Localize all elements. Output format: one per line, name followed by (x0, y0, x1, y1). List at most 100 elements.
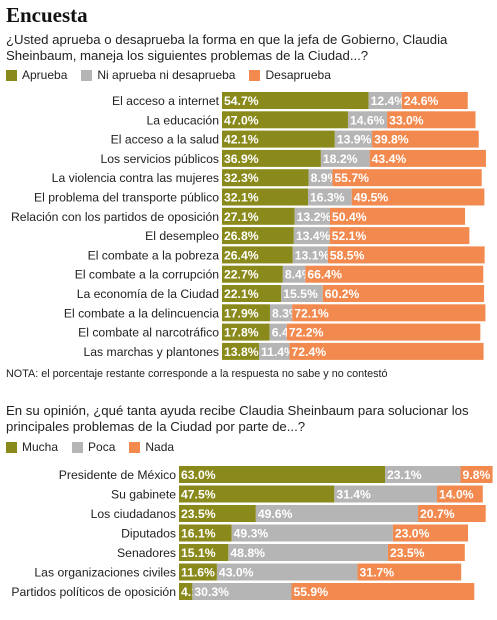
bar-poca-partidos-politicos-de-oposicion (192, 583, 292, 600)
bar-desaprueba-el-acceso-a-internet (401, 92, 468, 109)
category-label-el-desempleo: El desempleo (145, 229, 219, 243)
bar-aprueba-el-desempleo (222, 227, 294, 245)
legend-label-desaprueba: Desaprueba (265, 68, 331, 82)
bar-nada-diputados (392, 524, 469, 542)
bar-poca-las-organizaciones-civiles (216, 563, 358, 581)
category-label-presidente-de-mexico: Presidente de México (59, 468, 176, 482)
bar-aprueba-el-acceso-a-la-salud (222, 130, 335, 148)
data-label-nada-senadores: 23.5% (390, 546, 425, 560)
approval-chart: El acceso a internet 54.7% 12.4%24.6% La ed… (11, 92, 486, 360)
bar-ni-aprueba-ni-desaprueba-las-marchas-y-plantones (258, 342, 290, 360)
data-label-ni-aprueba-ni-desaprueba-el-desempleo: 13.4% (296, 229, 331, 243)
question-2: En su opinión, ¿qué tanta ayuda recibe C… (6, 403, 469, 434)
data-label-aprueba-el-combate-a-la-corrupcion: 22.7% (224, 268, 259, 282)
category-label-partidos-politicos-de-oposicion: Partidos políticos de oposición (11, 585, 176, 599)
bar-desaprueba-relacion-con-los-partidos-de-oposicion (330, 207, 466, 225)
bar-desaprueba-los-servicios-publicos (369, 149, 486, 167)
data-label-aprueba-la-educacion: 47.0% (224, 113, 259, 127)
bar-nada-presidente-de-mexico (460, 466, 493, 483)
legend-2: Mucha Poca Nada (6, 440, 188, 454)
legend-swatch-desaprueba (249, 69, 261, 81)
footnote: NOTA: el porcentaje restante corresponde… (6, 368, 388, 380)
bar-ni-aprueba-ni-desaprueba-relacion-con-los-partidos-de-oposicion (294, 207, 331, 225)
legend-label-aprueba: Aprueba (22, 68, 68, 82)
data-label-ni-aprueba-ni-desaprueba-la-economia-de-la-ciudad: 15.5% (283, 287, 318, 301)
category-label-el-acceso-a-internet: El acceso a internet (112, 94, 220, 108)
data-label-ni-aprueba-ni-desaprueba-las-marchas-y-plantones: 11.4% (261, 345, 295, 359)
data-label-ni-aprueba-ni-desaprueba-el-combate-a-la-pobreza: 13.1% (295, 248, 330, 262)
bar-aprueba-los-servicios-publicos (222, 149, 321, 167)
data-label-aprueba-el-combate-a-la-pobreza: 26.4% (224, 248, 259, 262)
bar-poca-presidente-de-mexico (385, 466, 461, 483)
bar-ni-aprueba-ni-desaprueba-el-combate-a-la-pobreza (292, 246, 328, 264)
bar-desaprueba-la-educacion (387, 111, 476, 129)
data-label-ni-aprueba-ni-desaprueba-la-educacion: 14.6% (350, 113, 385, 127)
category-label-los-servicios-publicos: Los servicios públicos (100, 152, 219, 166)
data-label-aprueba-el-acceso-a-internet: 54.7% (224, 94, 259, 108)
category-label-el-combate-a-la-corrupcion: El combate a la corrupción (75, 268, 219, 282)
data-label-desaprueba-la-educacion: 33.0% (389, 113, 424, 127)
bar-desaprueba-el-combate-al-narcotrafico (286, 323, 481, 341)
data-label-aprueba-la-violencia-contra-las-mujeres: 32.3% (224, 171, 259, 185)
legend-item-mucha: Mucha (6, 440, 58, 454)
bar-mucha-las-organizaciones-civiles (179, 563, 217, 581)
data-label-desaprueba-el-combate-al-narcotrafico: 72.2% (289, 326, 324, 340)
bar-poca-su-gabinete (334, 485, 438, 503)
bar-ni-aprueba-ni-desaprueba-el-desempleo (293, 227, 330, 245)
data-label-desaprueba-el-acceso-a-internet: 24.6% (404, 94, 439, 108)
legend-label-mucha: Mucha (22, 440, 59, 454)
legend-item-aprueba: Aprueba (6, 68, 67, 82)
bar-ni-aprueba-ni-desaprueba-el-combate-a-la-corrupcion (282, 265, 306, 283)
data-label-ni-aprueba-ni-desaprueba-la-violencia-contra-las-mujeres: 8.9% (311, 171, 339, 185)
data-label-mucha-su-gabinete: 47.5% (181, 488, 216, 502)
legend-swatch-aprueba (6, 69, 17, 81)
bar-aprueba-el-combate-al-narcotrafico (222, 323, 270, 341)
help-chart: Presidente de México 63.0% 23.1% 9.8% Su gab… (11, 466, 493, 600)
bar-aprueba-el-combate-a-la-pobreza (222, 246, 293, 264)
bar-mucha-senadores (179, 544, 229, 561)
bar-mucha-presidente-de-mexico (179, 466, 386, 483)
data-label-aprueba-el-combate-a-la-delincuencia: 17.9% (224, 306, 259, 320)
data-label-desaprueba-las-marchas-y-plantones: 72.4% (292, 345, 327, 359)
bar-desaprueba-las-marchas-y-plantones (289, 342, 484, 360)
bar-poca-senadores (228, 544, 388, 561)
data-label-desaprueba-el-combate-a-la-pobreza: 58.5% (330, 248, 365, 262)
category-label-la-educacion: La educación (146, 113, 219, 127)
data-label-aprueba-el-desempleo: 26.8% (224, 229, 259, 243)
data-label-nada-partidos-politicos-de-oposicion: 55.9% (293, 585, 328, 599)
data-label-aprueba-el-acceso-a-la-salud: 42.1% (224, 133, 259, 147)
data-label-aprueba-los-servicios-publicos: 36.9% (224, 152, 259, 166)
bar-aprueba-el-combate-a-la-corrupcion (222, 265, 283, 283)
legend-label-nada: Nada (145, 440, 175, 454)
data-label-mucha-las-organizaciones-civiles: 11.6% (181, 566, 215, 580)
bar-nada-partidos-politicos-de-oposicion (291, 583, 475, 600)
data-label-desaprueba-relacion-con-los-partidos-de-oposicion: 50.4% (332, 210, 367, 224)
bar-desaprueba-el-acceso-a-la-salud (372, 130, 479, 148)
legend-swatch-ni-aprueba (81, 69, 93, 81)
legend-item-nada: Nada (129, 440, 174, 454)
data-label-aprueba-la-economia-de-la-ciudad: 22.1% (224, 287, 259, 301)
bar-ni-aprueba-ni-desaprueba-el-acceso-a-internet (368, 92, 402, 109)
data-label-desaprueba-el-problema-del-transporte-publico: 49.5% (354, 191, 389, 205)
category-label-las-marchas-y-plantones: Las marchas y plantones (84, 345, 220, 359)
category-label-el-combate-a-la-delincuencia: El combate a la delincuencia (64, 306, 219, 320)
data-label-desaprueba-la-economia-de-la-ciudad: 60.2% (325, 287, 360, 301)
bar-mucha-los-ciudadanos (179, 505, 256, 522)
bar-nada-las-organizaciones-civiles (357, 563, 462, 581)
page-title: Encuesta (6, 3, 88, 27)
data-label-poca-los-ciudadanos: 49.6% (258, 507, 293, 521)
bar-ni-aprueba-ni-desaprueba-el-problema-del-transporte-publico (308, 188, 352, 206)
bar-ni-aprueba-ni-desaprueba-la-educacion (347, 111, 388, 129)
data-label-mucha-los-ciudadanos: 23.5% (181, 507, 216, 521)
data-label-ni-aprueba-ni-desaprueba-relacion-con-los-partidos-de-oposicion: 13.2% (297, 210, 332, 224)
bar-ni-aprueba-ni-desaprueba-los-servicios-publicos (320, 149, 370, 167)
data-label-nada-presidente-de-mexico: 9.8% (463, 468, 491, 482)
category-label-el-acceso-a-la-salud: El acceso a la salud (111, 133, 219, 147)
legend-swatch-nada (129, 441, 141, 453)
bar-poca-los-ciudadanos (255, 505, 419, 522)
data-label-poca-diputados: 49.3% (234, 527, 269, 541)
question-1: ¿Usted aprueba o desaprueba la forma en … (6, 32, 448, 63)
bar-desaprueba-el-combate-a-la-corrupcion (305, 265, 484, 283)
data-label-poca-senadores: 48.8% (230, 546, 265, 560)
bar-desaprueba-el-desempleo (329, 227, 470, 245)
